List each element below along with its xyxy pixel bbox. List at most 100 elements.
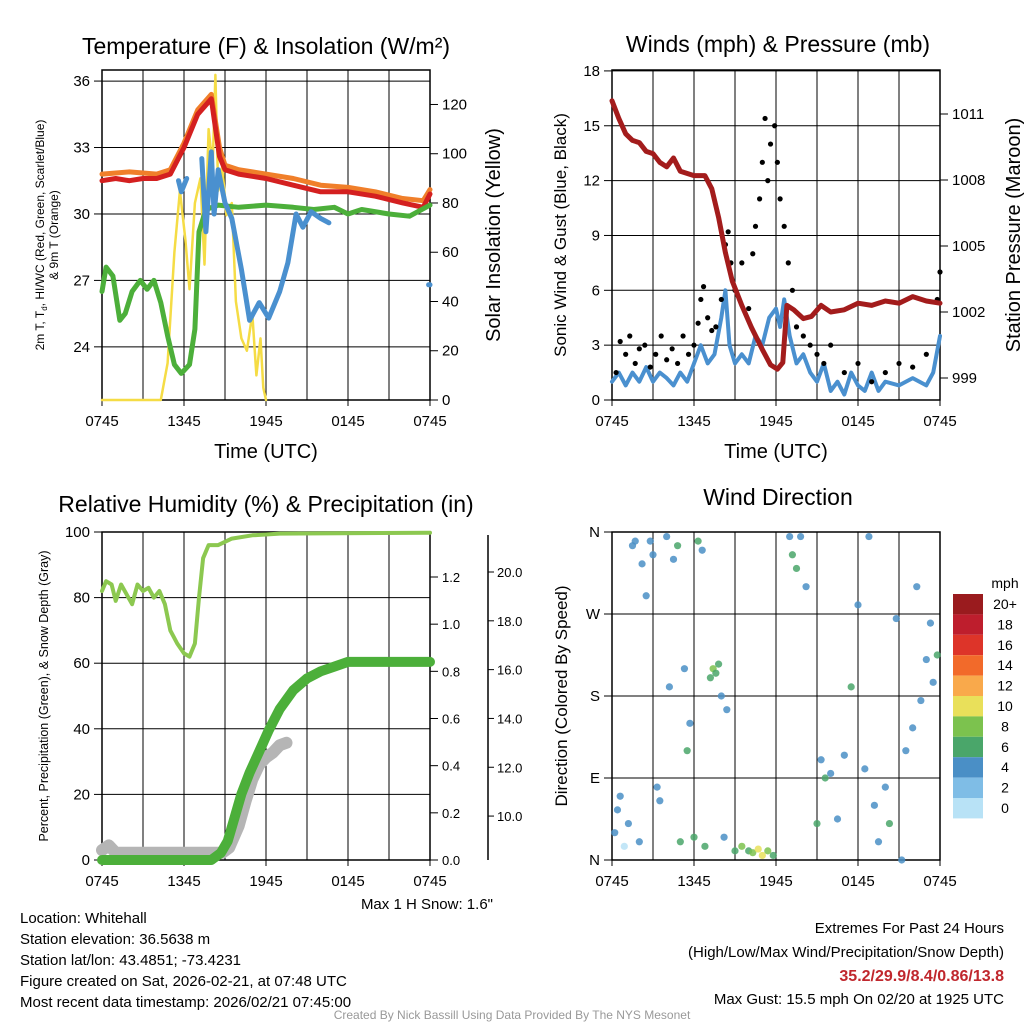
- series-snow-depth-line: [96, 736, 293, 859]
- x-tick-label: 0745: [413, 873, 446, 890]
- gust-point: [680, 333, 686, 339]
- direction-point: [917, 696, 925, 705]
- y-tick-label: 15: [583, 118, 600, 135]
- precip-tick-label: 0.6: [442, 712, 460, 727]
- temperature-ylabel-line2: & 9m T (Orange): [47, 190, 61, 280]
- y-tick-label: E: [590, 770, 600, 787]
- direction-point: [902, 747, 910, 755]
- colorbar-swatch: [953, 798, 983, 819]
- solar-tick-label: 60: [442, 244, 459, 261]
- direction-point: [865, 532, 873, 541]
- y-tick-label: W: [586, 606, 601, 623]
- direction-point: [913, 583, 921, 591]
- y-tick-label: 9: [592, 227, 600, 244]
- gust-point: [869, 379, 875, 385]
- direction-point: [933, 651, 941, 659]
- gust-point: [807, 342, 813, 348]
- x-tick-label: 1345: [677, 413, 710, 430]
- gust-point: [623, 351, 629, 357]
- direction-point: [712, 669, 720, 677]
- colorbar-swatch: [953, 655, 983, 676]
- gust-point: [695, 320, 701, 326]
- latlon-text: Station lat/lon: 43.4851; -73.4231: [20, 952, 241, 969]
- precip-tick-label: 0.2: [442, 806, 460, 821]
- gust-point: [855, 360, 861, 367]
- gust-point: [777, 196, 783, 202]
- gust-point: [821, 360, 827, 367]
- snow-tick-label: 12.0: [497, 760, 522, 775]
- direction-point: [898, 856, 906, 864]
- x-tick-label: 0745: [923, 873, 956, 890]
- direction-point: [754, 845, 762, 853]
- humidity-panel: 0745 1345 1945 0145 0745 0 20 40 60 80 100 0.0 0.2 0.…: [65, 524, 522, 890]
- colorbar-label: 10: [997, 698, 1013, 714]
- winds-ylabel: Sonic Wind & Gust (Blue, Black): [551, 113, 570, 357]
- pressure-line: [609, 98, 943, 372]
- direction-point: [854, 601, 862, 609]
- direction-point: [631, 537, 639, 545]
- direction-point: [764, 847, 772, 855]
- x-tick-label: 0745: [85, 413, 118, 430]
- snow-tick-label: 20.0: [497, 565, 522, 580]
- direction-point: [676, 838, 684, 846]
- gust-point: [785, 260, 791, 266]
- direction-point: [731, 847, 739, 855]
- direction-point: [701, 842, 709, 850]
- winds-title: Winds (mph) & Pressure (mb): [626, 31, 930, 57]
- colorbar-label: 20+: [993, 596, 1017, 612]
- gust-point: [750, 251, 756, 257]
- pressure-tick-label: 999: [952, 370, 977, 387]
- snow-tick-label: 18.0: [497, 614, 522, 629]
- wind-direction-title: Wind Direction: [703, 484, 853, 510]
- x-tick-label: 0745: [923, 413, 956, 430]
- gust-point: [698, 296, 704, 303]
- gust-point: [910, 364, 916, 370]
- y-tick-label: 12: [583, 173, 600, 190]
- colorbar-swatch: [953, 716, 983, 737]
- wind-direction-ylabel: Direction (Colored By Speed): [552, 585, 571, 806]
- precip-tick-label: 1.2: [442, 570, 460, 585]
- direction-point: [792, 564, 801, 573]
- gust-point: [765, 178, 771, 184]
- direction-point: [669, 555, 678, 563]
- direction-point: [613, 806, 622, 814]
- extremes-subtitle: (High/Low/Max Wind/Precipitation/Snow De…: [688, 944, 1004, 961]
- direction-point: [797, 532, 805, 541]
- gust-point: [746, 305, 752, 312]
- humidity-title: Relative Humidity (%) & Precipitation (i…: [58, 491, 473, 517]
- snow-tick-label: 10.0: [497, 809, 522, 824]
- direction-point: [656, 797, 664, 805]
- gust-point: [613, 369, 619, 376]
- series-precipitation-line: [97, 656, 435, 865]
- x-tick-label: 1345: [167, 413, 200, 430]
- pressure-tick-label: 1008: [952, 172, 985, 189]
- gust-point: [658, 333, 664, 339]
- y-tick-label: 24: [73, 339, 90, 356]
- x-tick-label: 0745: [595, 873, 628, 890]
- direction-point: [690, 833, 698, 841]
- winds-xlabel: Time (UTC): [724, 441, 828, 463]
- direction-point: [813, 819, 821, 828]
- direction-point: [769, 851, 777, 860]
- colorbar-label: 18: [997, 616, 1013, 632]
- gust-point: [642, 342, 648, 348]
- colorbar-label: 4: [1001, 759, 1009, 775]
- precip-tick-label: 1.0: [442, 617, 460, 632]
- gust-point: [636, 346, 642, 352]
- gust-point: [709, 327, 715, 334]
- extremes-values: 35.2/29.9/8.4/0.86/13.8: [839, 968, 1004, 985]
- x-tick-label: 1945: [759, 873, 792, 890]
- direction-point: [674, 542, 682, 550]
- x-tick-label: 0145: [841, 873, 874, 890]
- direction-point: [720, 833, 728, 841]
- direction-point: [881, 783, 889, 791]
- y-tick-label: N: [589, 852, 600, 869]
- gust-point: [896, 360, 902, 367]
- colorbar-label: 8: [1001, 718, 1009, 734]
- x-tick-label: 0145: [331, 413, 364, 430]
- colorbar-title: mph: [991, 575, 1018, 591]
- pressure-tick-label: 1002: [952, 304, 985, 321]
- colorbar-label: 12: [997, 678, 1013, 694]
